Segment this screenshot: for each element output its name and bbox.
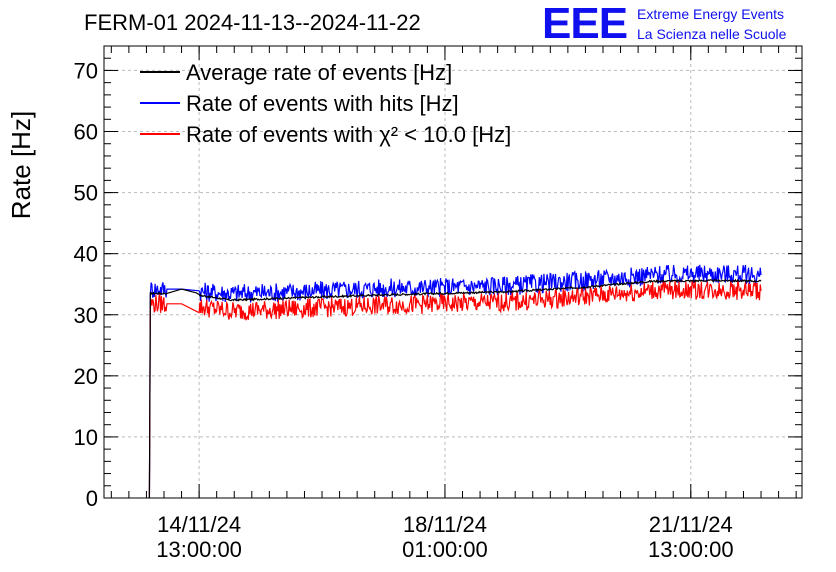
x-tick-label-date: 18/11/24 [403,512,487,537]
x-axis-ticks: 14/11/2413:00:0018/11/2401:00:0021/11/24… [110,46,797,562]
x-tick-label-date: 21/11/24 [649,512,733,537]
y-tick-label: 10 [74,425,98,450]
series-line [148,278,762,499]
logo-caption: Extreme Energy Events La Scienza nelle S… [637,4,786,44]
y-axis-label: Rate [Hz] [6,111,36,219]
y-tick-label: 50 [74,181,98,206]
y-tick-label: 70 [74,58,98,83]
legend: Average rate of events [Hz] Rate of event… [140,60,511,147]
logo-caption-line1: Extreme Energy Events [637,6,785,22]
y-tick-label: 60 [74,120,98,145]
logo-caption-line2: La Scienza nelle Scuole [637,26,787,42]
legend-label: Average rate of events [Hz] [186,60,452,85]
series-lines [148,264,762,499]
x-tick-label-date: 14/11/24 [157,512,241,537]
y-axis-ticks: 0 10 20 30 40 50 60 70 [74,45,802,511]
y-tick-label: 0 [86,486,98,511]
x-tick-label-time: 01:00:00 [402,537,488,562]
series-line [148,264,762,499]
eee-logo: EEE [542,0,628,48]
plot-frame [103,45,803,499]
x-tick-label-time: 13:00:00 [648,537,734,562]
y-tick-label: 20 [74,364,98,389]
series-line [148,280,762,499]
y-tick-label: 40 [74,242,98,267]
legend-label: Rate of events with hits [Hz] [186,91,459,116]
y-tick-label: 30 [74,303,98,328]
grid-lines [104,46,802,499]
x-tick-label-time: 13:00:00 [156,537,242,562]
legend-label: Rate of events with χ² < 10.0 [Hz] [186,122,511,147]
chart-title: FERM-01 2024-11-13--2024-11-22 [84,10,421,35]
